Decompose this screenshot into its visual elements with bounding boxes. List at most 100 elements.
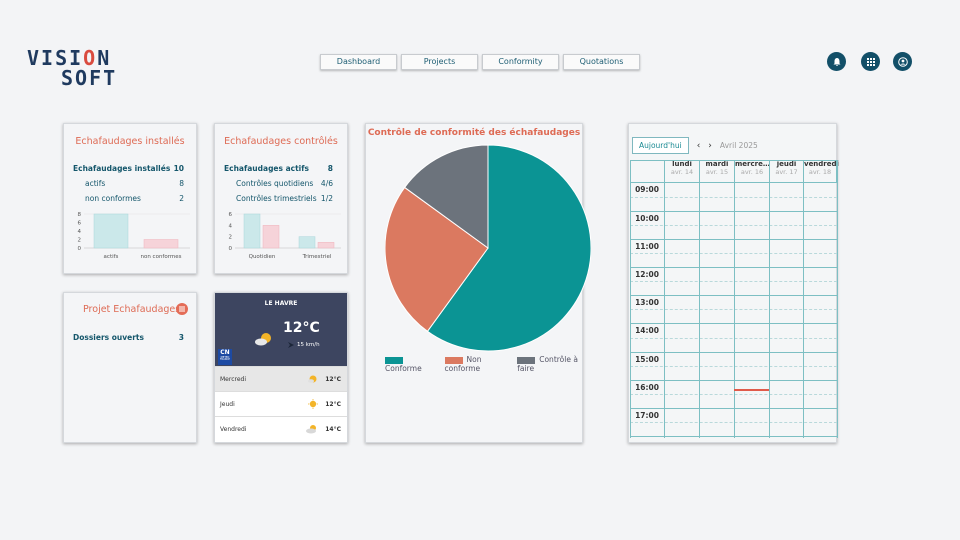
app-logo: VISION SOFT xyxy=(27,46,132,90)
nav-conformity-button[interactable]: Conformity xyxy=(482,54,559,70)
pie-slice-conforme[interactable] xyxy=(426,144,591,352)
pie-slice-controle-a-faire[interactable] xyxy=(403,144,489,249)
installed-ytick: 8 xyxy=(78,212,82,218)
prev-week-button[interactable]: ‹ xyxy=(696,140,701,151)
conformity-pie-chart xyxy=(385,144,591,352)
installed-bar-actifs xyxy=(93,213,129,249)
sun-cloud-icon xyxy=(308,375,317,383)
controles-bar-trim-done xyxy=(317,242,335,249)
installed-nonconf-row: non conformes 2 xyxy=(73,194,184,203)
installed-total-row: Echafaudages installés 10 xyxy=(73,164,184,173)
installed-actifs-row: actifs 8 xyxy=(73,179,184,188)
weather-temp: 12°C xyxy=(283,320,320,336)
apps-button[interactable] xyxy=(861,52,880,71)
controles-trim-label: Contrôles trimestriels xyxy=(236,194,317,203)
next-week-button[interactable]: › xyxy=(708,140,712,151)
hour-label: 13:00 xyxy=(635,298,659,307)
hour-label: 10:00 xyxy=(635,214,659,223)
controles-quot-label: Contrôles quotidiens xyxy=(236,179,314,188)
controles-ytick: 6 xyxy=(229,212,233,218)
today-button[interactable]: Aujourd'hui xyxy=(632,137,689,154)
forecast-day: Vendredi xyxy=(220,425,247,433)
meteo-france-badge: CN METEO FRANCE xyxy=(218,349,232,365)
calendar-card: Aujourd'hui ‹ › Avril 2025 lundi avr. 14 … xyxy=(628,123,839,443)
wind-arrow-icon xyxy=(288,342,294,348)
legend-item-nonconforme: Non conforme xyxy=(444,355,482,373)
day-header: mardi avr. 15 xyxy=(699,160,734,182)
weather-wind: 15 km/h xyxy=(297,342,320,348)
installed-xlabel: actifs xyxy=(104,254,119,260)
logo-text-1a: VISI xyxy=(27,46,84,70)
installed-nonconf-label: non conformes xyxy=(85,194,141,203)
account-button[interactable] xyxy=(893,52,912,71)
controles-trim-row: Contrôles trimestriels 1/2 xyxy=(224,194,333,203)
installed-title: Echafaudages installés xyxy=(75,136,185,147)
controles-ytick: 2 xyxy=(229,235,233,241)
controles-bar-trim-total xyxy=(298,236,316,249)
nav-projects-button[interactable]: Projects xyxy=(401,54,478,70)
sun-icon xyxy=(308,399,319,409)
controles-trim-value: 1/2 xyxy=(320,194,333,203)
forecast-temp: 14°C xyxy=(325,425,341,433)
controles-xlabel: Quotidien xyxy=(249,254,276,260)
hour-label: 14:00 xyxy=(635,326,659,335)
logo-text-1b: O xyxy=(83,46,98,70)
legend-item-conforme: Conforme xyxy=(385,355,433,373)
day-header: mercre… avr. 16 xyxy=(734,160,770,182)
sun-cloud-icon xyxy=(255,333,271,346)
pie-title: Contrôle de conformité des échafaudages xyxy=(367,128,581,138)
projet-dossiers-value: 3 xyxy=(178,333,184,342)
pie-slice-non-conforme[interactable] xyxy=(385,186,489,333)
forecast-temp: 12°C xyxy=(325,400,341,408)
hour-label: 15:00 xyxy=(635,355,659,364)
controles-card: Echafaudages contrôlés Echafaudages acti… xyxy=(214,123,348,274)
controles-quot-value: 4/6 xyxy=(320,179,333,188)
weather-city: LE HAVRE xyxy=(264,300,298,307)
nav-quotations-button[interactable]: Quotations xyxy=(563,54,640,70)
projet-dossiers-label: Dossiers ouverts xyxy=(73,333,144,342)
notifications-button[interactable] xyxy=(827,52,846,71)
day-header: vendredi avr. 18 xyxy=(803,160,839,182)
installed-bar-nonconf xyxy=(143,239,179,249)
hour-label: 09:00 xyxy=(635,185,659,194)
cloud-sun-icon xyxy=(306,425,317,434)
forecast-day: Jeudi xyxy=(220,400,235,408)
installed-actifs-value: 8 xyxy=(179,179,184,188)
logo-text-1c: N xyxy=(97,46,112,70)
projet-card: Projet Echafaudages Dossiers ouverts 3 xyxy=(63,292,197,443)
conformity-pie-card: Contrôle de conformité des échafaudages … xyxy=(365,123,591,443)
forecast-row: Mercredi 12°C xyxy=(215,366,347,391)
controles-actifs-value: 8 xyxy=(327,164,333,173)
controles-xlabel: Trimestriel xyxy=(302,254,332,260)
controles-ytick: 0 xyxy=(229,246,233,252)
meteo-france-badge-line1: CN xyxy=(220,349,230,356)
bell-icon xyxy=(833,57,840,66)
forecast-row: Jeudi 12°C xyxy=(215,391,347,416)
grid-icon xyxy=(866,57,875,66)
installed-card: Echafaudages installés Echafaudages inst… xyxy=(63,123,197,274)
day-header: lundi avr. 14 xyxy=(664,160,699,182)
controles-actifs-row: Echafaudages actifs 8 xyxy=(224,164,333,173)
installed-ytick: 2 xyxy=(78,238,82,244)
installed-nonconf-value: 2 xyxy=(179,194,184,203)
projet-dossiers-row: Dossiers ouverts 3 xyxy=(73,333,184,342)
installed-total-value: 10 xyxy=(173,164,184,173)
installed-actifs-label: actifs xyxy=(85,179,106,188)
user-icon xyxy=(897,56,908,67)
hour-label: 16:00 xyxy=(635,383,659,392)
forecast-temp: 12°C xyxy=(325,375,341,383)
installed-ytick: 4 xyxy=(78,229,82,235)
forecast-day: Mercredi xyxy=(220,375,247,383)
projet-title: Projet Echafaudages xyxy=(83,304,181,315)
logo-text-2: SOFT xyxy=(61,66,118,90)
calendar-month: Avril 2025 xyxy=(719,141,758,150)
list-icon xyxy=(179,306,185,312)
hour-label: 12:00 xyxy=(635,270,659,279)
day-header: jeudi avr. 17 xyxy=(769,160,803,182)
nav-dashboard-button[interactable]: Dashboard xyxy=(320,54,397,70)
forecast-row: Vendredi 14°C xyxy=(215,416,347,441)
week-grid: lundi avr. 14 mardi avr. 15 mercre… avr. 16… xyxy=(630,160,839,438)
controles-bar-quot-total xyxy=(243,213,261,249)
projet-open-button[interactable] xyxy=(176,303,188,315)
installed-total-label: Echafaudages installés xyxy=(73,164,171,173)
